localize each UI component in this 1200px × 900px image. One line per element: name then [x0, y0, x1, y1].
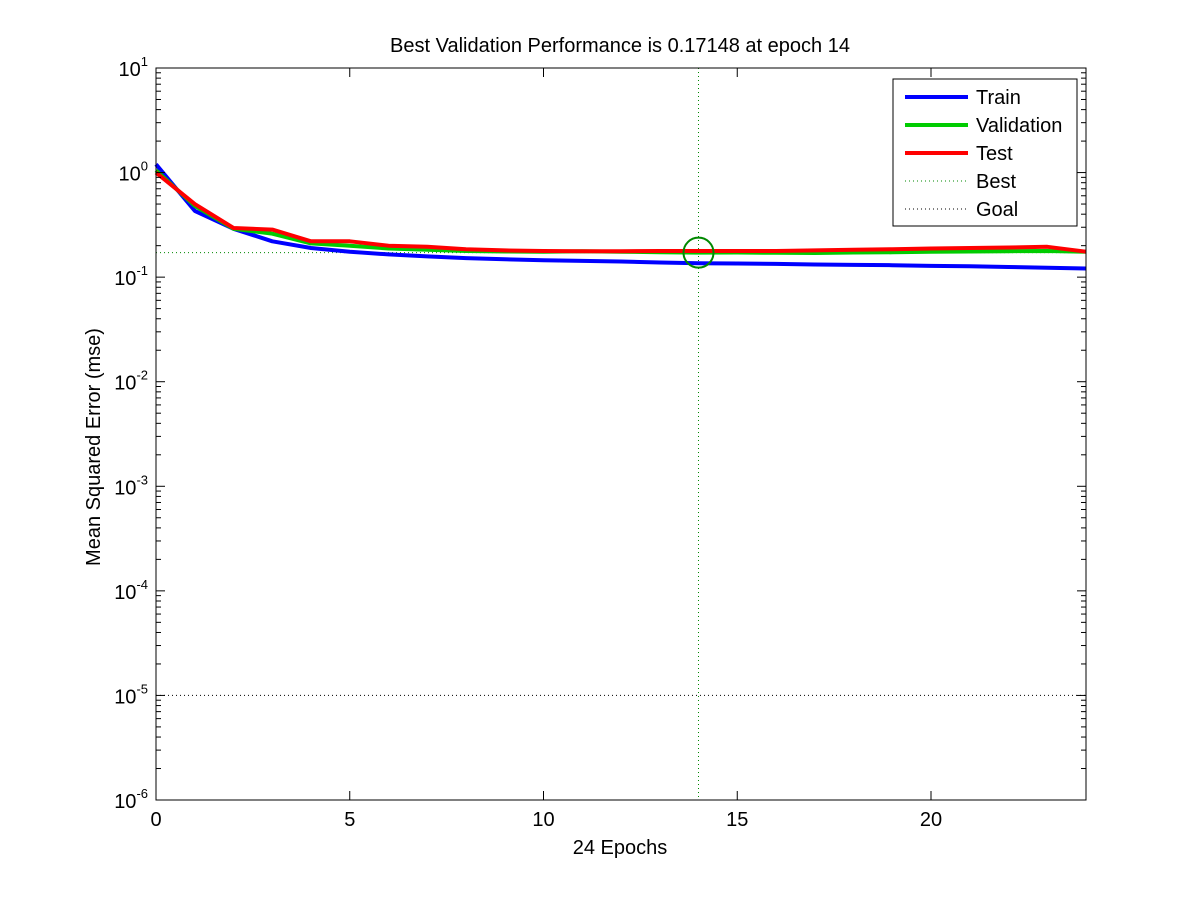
y-tick-label-exponent: -1 [136, 263, 148, 278]
legend-label: Goal [976, 199, 1018, 221]
series-line-train [154, 163, 1087, 271]
x-tick-label: 15 [726, 809, 748, 831]
y-tick-label-exponent: -5 [136, 681, 148, 696]
y-tick-label: 10-6 [114, 786, 148, 813]
x-tick-label: 0 [150, 809, 161, 831]
legend-label: Test [976, 143, 1013, 165]
x-axis-ticks: 0 5 10 15 20 [150, 68, 942, 831]
y-tick-label-base: 10 [114, 477, 136, 499]
best-marker-group [682, 236, 715, 269]
y-tick-label: 10-5 [114, 681, 148, 708]
y-tick-label-base: 10 [114, 686, 136, 708]
y-tick-label-exponent: -6 [136, 786, 148, 801]
y-tick-label: 10-3 [114, 472, 148, 499]
y-tick-label-base: 10 [114, 268, 136, 290]
x-tick-label: 20 [920, 809, 942, 831]
legend-label: Validation [976, 115, 1062, 137]
y-tick-label-exponent: -4 [136, 577, 148, 592]
y-tick-label-base: 10 [114, 582, 136, 604]
chart-title: Best Validation Performance is 0.17148 a… [390, 35, 850, 57]
y-tick-label-exponent: 0 [141, 159, 148, 174]
y-tick-label: 10-4 [114, 577, 148, 604]
x-tick-label: 10 [532, 809, 554, 831]
plot-frame [155, 67, 1087, 801]
y-tick-label: 100 [119, 159, 148, 186]
y-tick-label-exponent: -3 [136, 472, 148, 487]
y-tick-label-base: 10 [119, 164, 141, 186]
y-axis-label: Mean Squared Error (mse) [83, 328, 105, 566]
legend-label: Train [976, 87, 1021, 109]
x-axis-label: 24 Epochs [573, 837, 668, 859]
legend-label: Best [976, 171, 1016, 193]
best-marker [682, 236, 715, 269]
x-tick-label: 5 [344, 809, 355, 831]
y-tick-label: 10-1 [114, 263, 148, 290]
y-tick-label: 101 [119, 54, 148, 81]
series-line-test [154, 171, 1087, 254]
y-tick-label: 10-2 [114, 368, 148, 395]
y-tick-label-base: 10 [114, 791, 136, 813]
y-tick-label-base: 10 [119, 59, 141, 81]
y-tick-label-base: 10 [114, 373, 136, 395]
y-tick-label-exponent: 1 [141, 54, 148, 69]
legend: Train Validation Test Best Goal [892, 78, 1078, 227]
y-tick-label-exponent: -2 [136, 368, 148, 383]
series-lines [154, 163, 1087, 271]
